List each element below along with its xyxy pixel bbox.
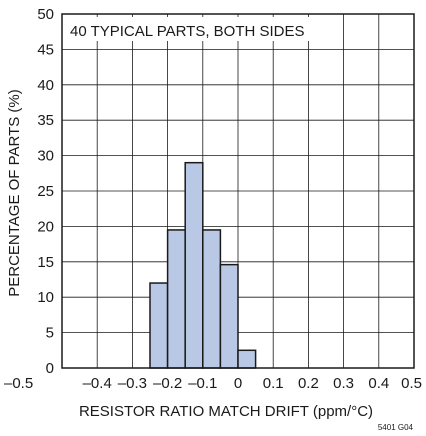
histogram-bar <box>237 349 257 369</box>
y-tick-label: 0 <box>46 360 54 377</box>
y-tick-label: 10 <box>37 289 54 306</box>
y-tick-label: 25 <box>37 183 54 200</box>
x-tick-label: 0.1 <box>263 375 284 392</box>
histogram-bar <box>184 161 204 369</box>
y-axis-label: PERCENTAGE OF PARTS (%) <box>6 89 23 297</box>
x-tick-label: 0.2 <box>298 375 319 392</box>
y-tick-label: 35 <box>37 112 54 129</box>
y-tick-label: 50 <box>37 6 54 23</box>
plot-frame <box>61 13 415 369</box>
x-tick-label: –0.2 <box>153 375 182 392</box>
bars <box>149 161 257 369</box>
x-tick-labels: –0.5 –0.4 –0.3 –0.2 –0.1 0 0.1 0.2 0.3 0.4 0.5 <box>4 375 422 392</box>
figure-id: 5401 G04 <box>378 423 414 432</box>
y-tick-label: 5 <box>46 325 54 342</box>
x-axis-label: RESISTOR RATIO MATCH DRIFT (ppm/°C) <box>79 403 373 420</box>
x-tick-label: 0.5 <box>401 375 422 392</box>
y-tick-label: 30 <box>37 148 54 165</box>
x-tick-label: 0.3 <box>333 375 354 392</box>
histogram-bar <box>166 229 186 369</box>
chart-annotation: 40 TYPICAL PARTS, BOTH SIDES <box>70 23 305 40</box>
y-tick-label: 45 <box>37 41 54 58</box>
x-tick-label: –0.1 <box>188 375 217 392</box>
x-tick-label: 0 <box>234 375 242 392</box>
y-tick-label: 40 <box>37 77 54 94</box>
histogram-bar <box>149 282 169 369</box>
y-tick-labels: 0 5 10 15 20 25 30 35 40 45 50 <box>37 6 54 377</box>
y-tick-label: 15 <box>37 254 54 271</box>
y-tick-label: 20 <box>37 218 54 235</box>
annotation-background <box>66 17 318 41</box>
histogram-bar <box>202 229 222 369</box>
x-tick-label: –0.5 <box>4 375 33 392</box>
x-tick-label: 0.4 <box>368 375 389 392</box>
x-tick-label: –0.4 <box>83 375 112 392</box>
x-tick-label: –0.3 <box>118 375 147 392</box>
histogram-bar <box>219 263 239 369</box>
